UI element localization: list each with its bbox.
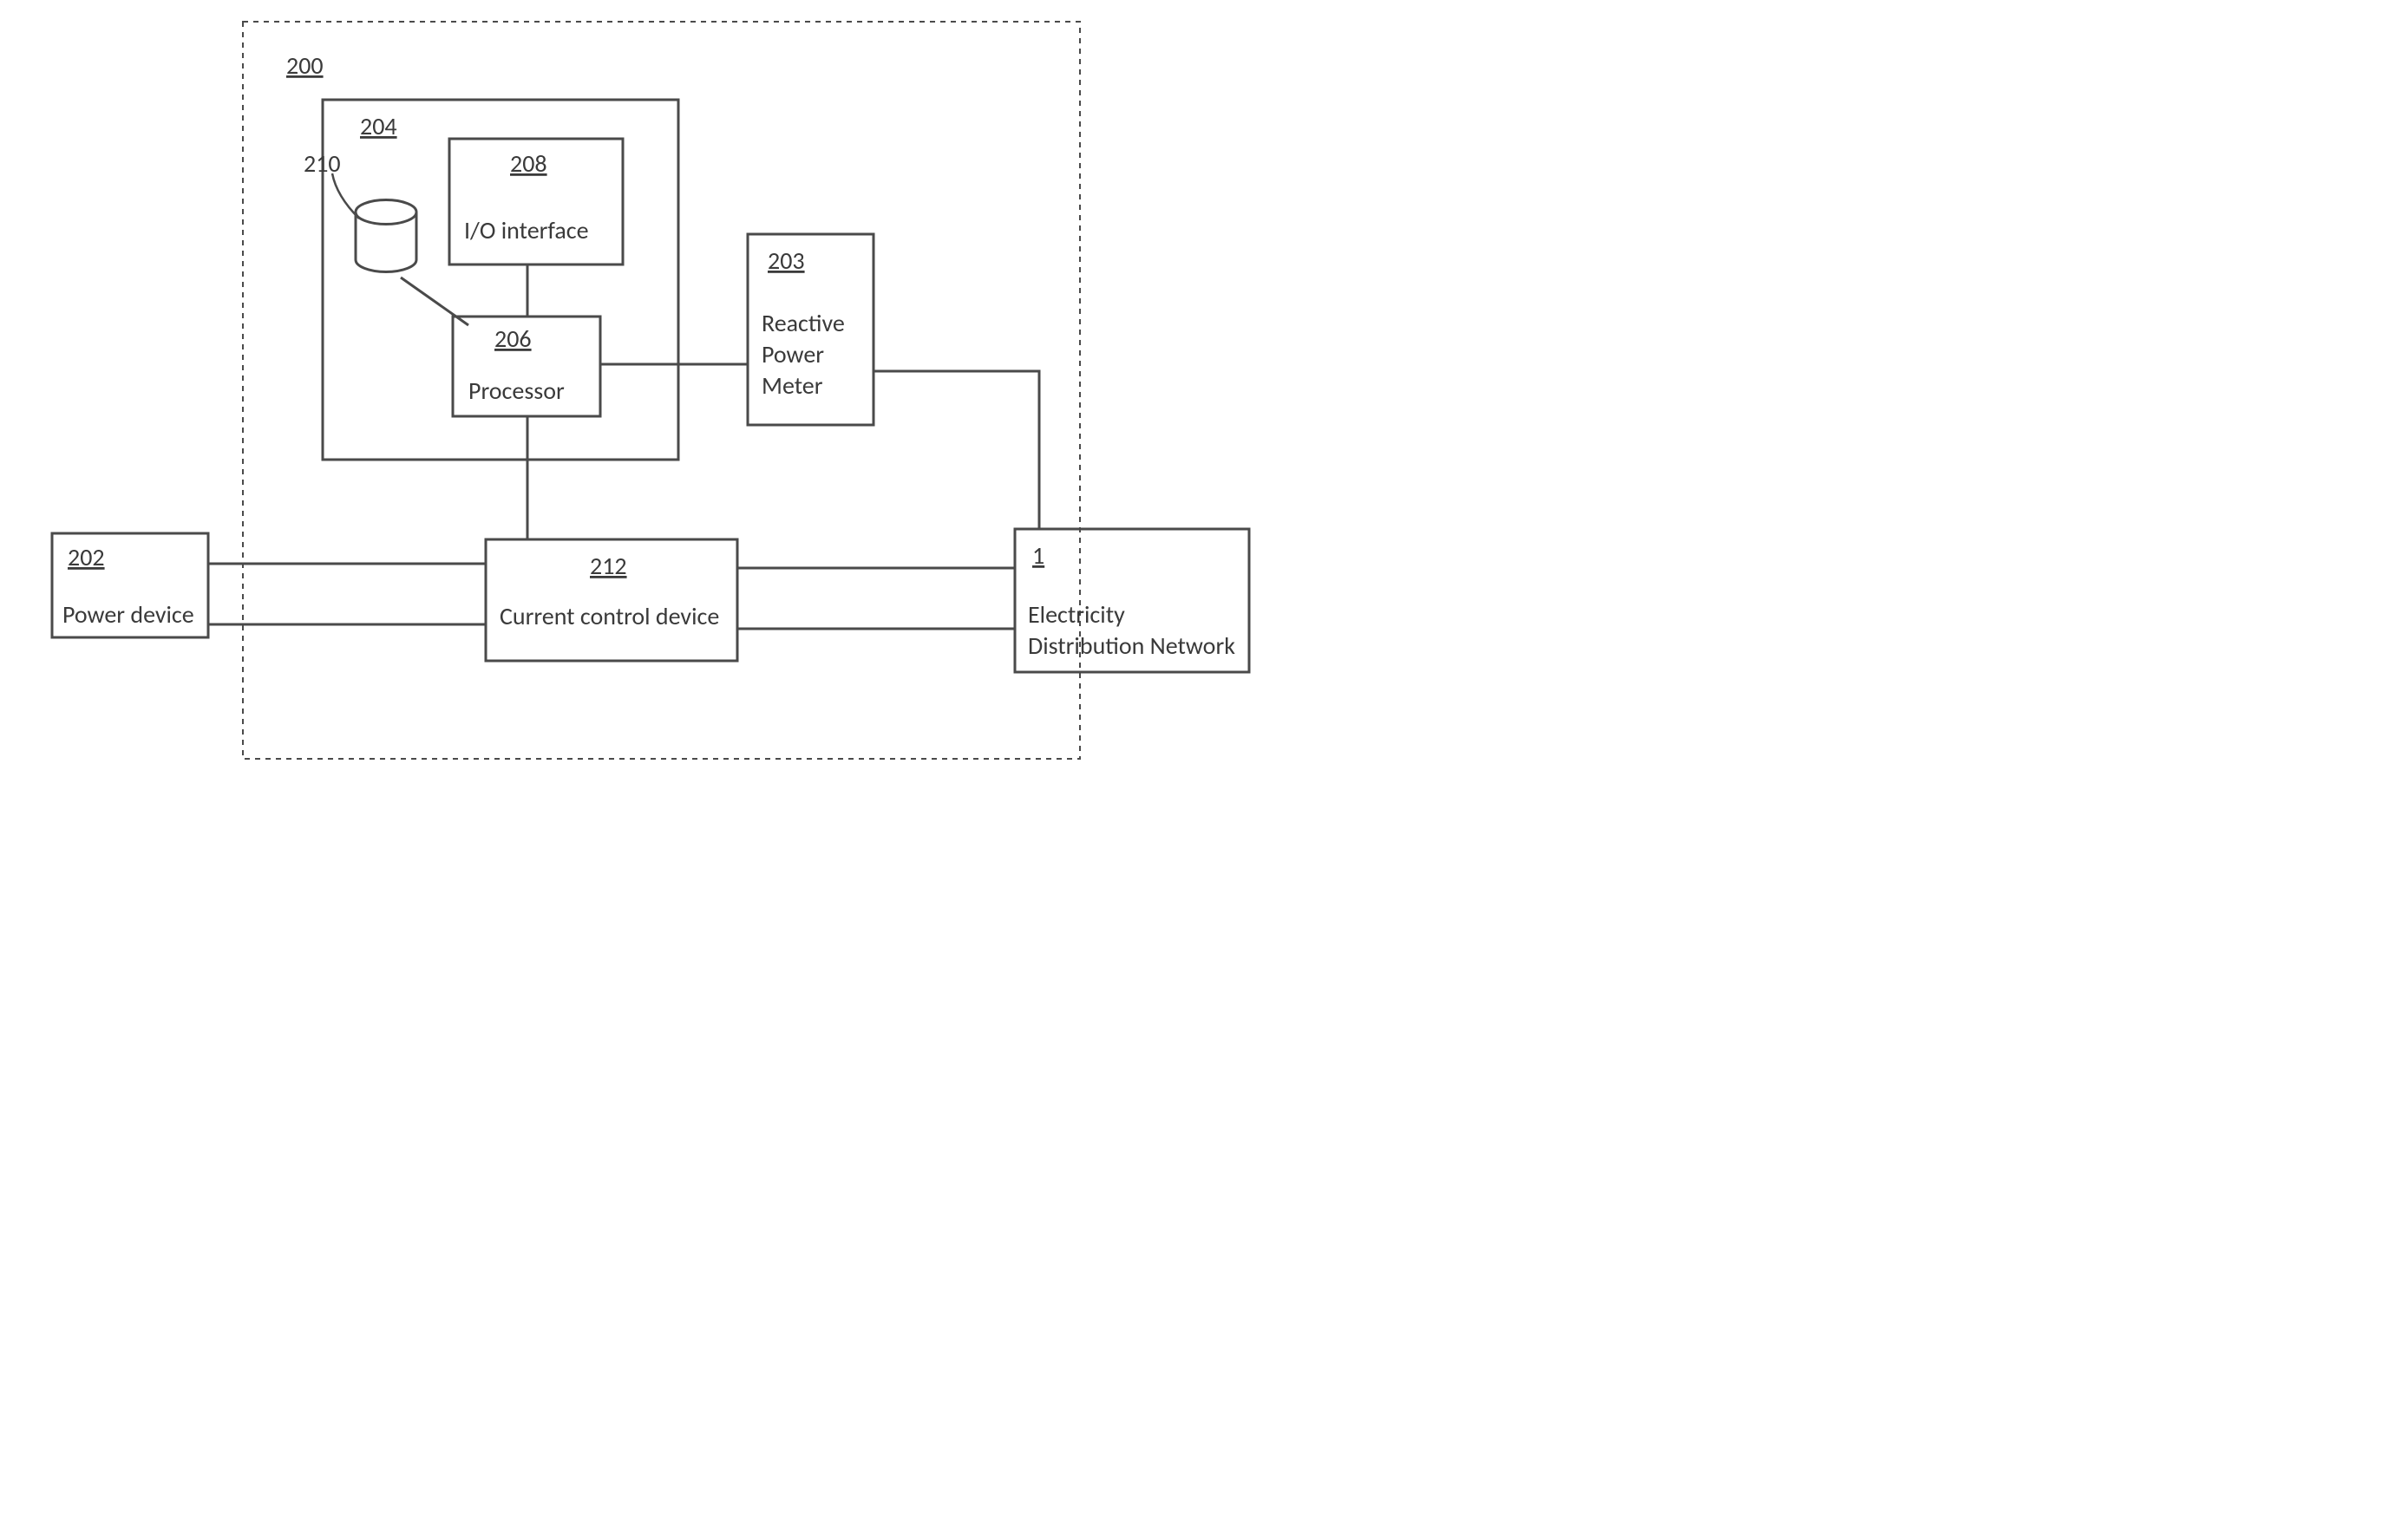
label-power-device: Power device (62, 599, 194, 630)
ref-200: 200 (286, 50, 324, 81)
edge-meter-to-grid (874, 371, 1039, 529)
label-reactive-power-meter-line1: Power (762, 339, 824, 369)
database-icon-bottom (356, 260, 416, 272)
label-reactive-power-meter-line0: Reactive (762, 308, 845, 338)
ref-212: 212 (590, 551, 627, 581)
ref-210: 210 (304, 148, 341, 179)
label-grid-line1: Distribution Network (1028, 630, 1235, 661)
ref-206: 206 (494, 323, 532, 354)
label-reactive-power-meter-line2: Meter (762, 370, 823, 401)
label-grid-line0: Electricity (1028, 599, 1125, 630)
label-processor: Processor (468, 375, 565, 406)
ref-203: 203 (768, 245, 805, 276)
ref-204: 204 (360, 111, 397, 141)
ref-1: 1 (1032, 540, 1044, 571)
edge-db-to-processor (401, 278, 468, 325)
label-io-interface: I/O interface (464, 215, 589, 245)
database-icon (356, 200, 416, 225)
ref-208: 208 (510, 148, 547, 179)
ref-202: 202 (68, 542, 105, 572)
label-current-control-device: Current control device (500, 601, 719, 631)
